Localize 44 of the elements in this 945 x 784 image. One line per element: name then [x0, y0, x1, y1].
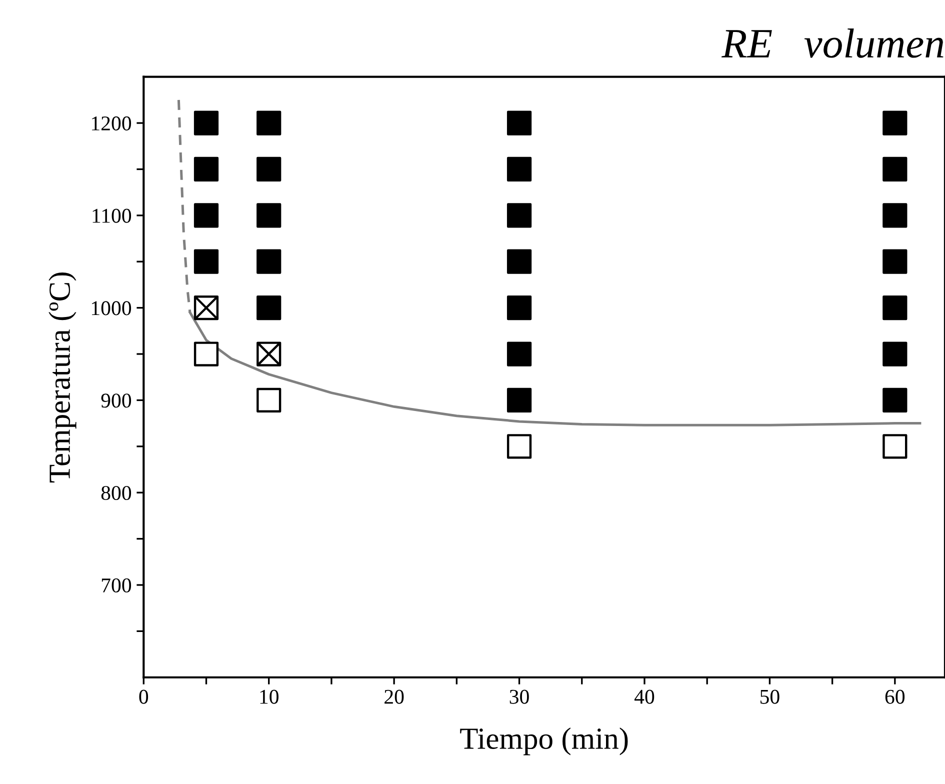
point	[882, 296, 908, 320]
point	[256, 203, 282, 228]
point	[882, 388, 908, 413]
y-tick-label: 1000	[92, 301, 132, 316]
point	[882, 156, 908, 182]
point	[256, 296, 282, 320]
point	[506, 434, 532, 459]
x-tick-label: 10	[260, 690, 278, 704]
point	[506, 388, 532, 413]
y-axis-title: Temperatura (ºC)	[48, 272, 76, 482]
point	[256, 342, 282, 366]
x-axis-title: Tiempo (min)	[460, 728, 628, 756]
point	[882, 249, 908, 274]
point	[194, 156, 219, 182]
x-tick-label: 0	[139, 690, 148, 704]
point	[194, 110, 219, 136]
point	[506, 342, 532, 366]
chart-title: RE volumen	[721, 28, 944, 58]
point	[194, 203, 219, 228]
point	[506, 203, 532, 228]
y-tick-label: 900	[101, 394, 132, 408]
y-tick-label: 1200	[92, 116, 132, 130]
point	[882, 203, 908, 228]
point	[882, 342, 908, 366]
point	[506, 110, 532, 136]
point	[256, 156, 282, 182]
y-tick-label: 700	[102, 578, 132, 592]
point	[194, 249, 219, 274]
x-tick-label: 30	[510, 690, 529, 704]
point	[256, 388, 282, 413]
point	[256, 249, 282, 274]
point	[882, 110, 908, 136]
x-tick-label: 40	[634, 690, 654, 704]
x-tick-label: 20	[384, 690, 404, 704]
y-tick-label: 800	[101, 486, 132, 500]
point	[882, 434, 908, 459]
point	[506, 249, 532, 274]
point	[506, 156, 532, 182]
y-tick-label: 1100	[92, 208, 132, 223]
point	[506, 296, 532, 320]
point	[194, 342, 219, 366]
point	[256, 110, 282, 136]
x-tick-label: 50	[760, 690, 780, 704]
x-tick-label: 60	[885, 690, 905, 704]
